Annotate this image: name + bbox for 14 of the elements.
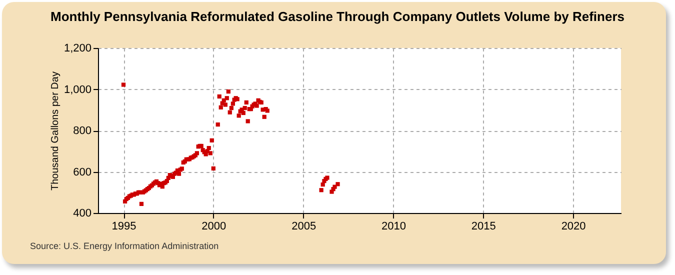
y-tick-label: 600 [73,166,92,178]
y-tick-label: 1,200 [64,42,92,54]
x-tick-label: 2000 [202,220,226,232]
x-tick-label: 1995 [112,220,136,232]
y-tick-label: 400 [73,208,92,220]
y-tick-label: 800 [73,125,92,137]
x-tick-label: 2015 [471,220,496,232]
y-axis-title: Thousand Gallons per Day [50,72,61,190]
x-tick-label: 2010 [382,220,406,232]
y-tick-label: 1,000 [64,84,92,96]
chart-title: Monthly Pennsylvania Reformulated Gasoline Through Company Outlets Volume by Refiners [50,9,625,24]
source-note: Source: U.S. Energy Information Administration [30,241,219,251]
x-tick-label: 2005 [292,220,316,232]
x-tick-label: 2020 [561,220,586,232]
